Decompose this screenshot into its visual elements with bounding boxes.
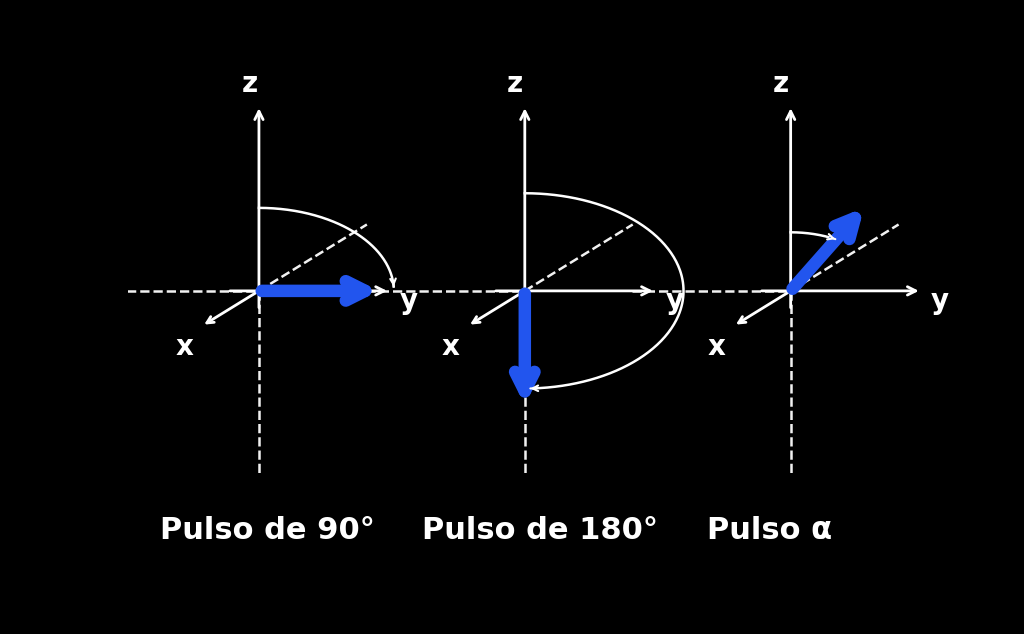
Text: z: z [773,70,790,98]
Text: x: x [176,333,194,361]
Text: y: y [931,287,949,314]
Text: z: z [507,70,523,98]
Text: y: y [399,287,418,314]
Text: Pulso de 90°: Pulso de 90° [160,515,375,545]
Text: Pulso α: Pulso α [708,515,833,545]
Text: y: y [666,287,683,314]
Text: Pulso de 180°: Pulso de 180° [422,515,657,545]
Text: z: z [242,70,258,98]
Text: x: x [441,333,460,361]
Text: x: x [708,333,726,361]
